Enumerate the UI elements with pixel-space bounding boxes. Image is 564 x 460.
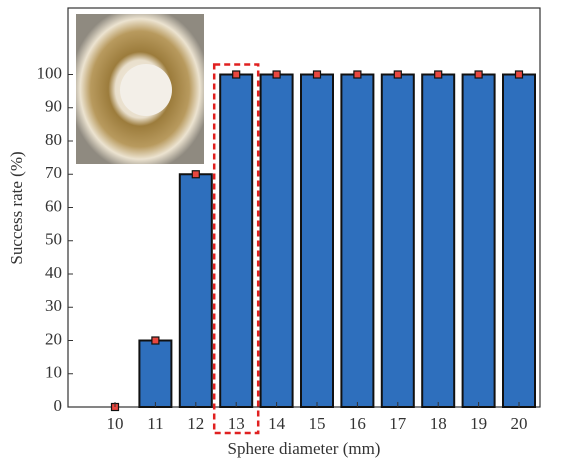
x-tick-label: 12 [187,414,204,433]
x-tick-label: 20 [511,414,528,433]
marker [354,71,361,78]
chart: Sphere diameter (mm) Success rate (%) 0 1… [0,0,564,460]
x-tick-label: 13 [228,414,245,433]
y-tick-label: 60 [45,196,62,215]
marker [192,171,199,178]
y-tick-label: 100 [37,63,63,82]
x-tick-label: 16 [349,414,366,433]
x-tick-label: 11 [147,414,163,433]
marker [475,71,482,78]
bar [139,341,171,408]
bar [341,75,373,408]
x-tick-label: 14 [268,414,286,433]
y-tick-label: 0 [54,396,63,415]
y-tick-label: 50 [45,230,62,249]
bar [463,75,495,408]
y-axis-label: Success rate (%) [7,151,26,264]
x-tick-label: 10 [107,414,124,433]
x-tick-label: 15 [309,414,326,433]
inset-photo [76,14,204,164]
marker [516,71,523,78]
y-tick-label: 80 [45,130,62,149]
marker [314,71,321,78]
bar [503,75,535,408]
marker [435,71,442,78]
marker [273,71,280,78]
y-tick-label: 10 [45,363,62,382]
bar [382,75,414,408]
bar [220,75,252,408]
bar [180,174,212,407]
photo-center [120,64,172,116]
marker [394,71,401,78]
bar [261,75,293,408]
x-tick-label: 17 [389,414,407,433]
x-tick-label: 19 [470,414,487,433]
marker [233,71,240,78]
x-tick-label: 18 [430,414,447,433]
y-tick-label: 70 [45,163,62,182]
bar [422,75,454,408]
x-axis-label: Sphere diameter (mm) [228,439,381,458]
y-tick-label: 90 [45,97,62,116]
y-tick-label: 30 [45,296,62,315]
y-tick-label: 20 [45,329,62,348]
y-tick-label: 40 [45,263,62,282]
marker [152,337,159,344]
bar [301,75,333,408]
